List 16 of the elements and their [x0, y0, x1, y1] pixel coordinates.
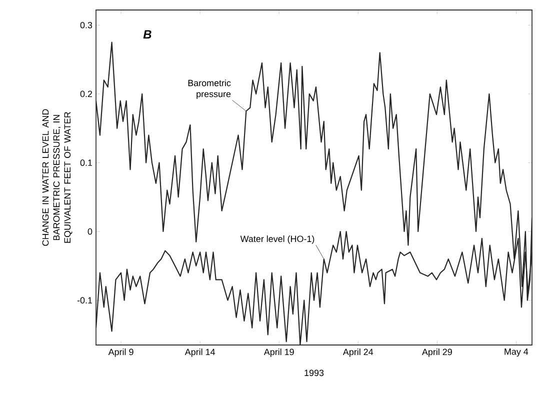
y-axis-title: CHANGE IN WATER LEVEL AND BAROMETRIC PRESSURE, IN EQUIVALENT FEET OF WATER [42, 109, 72, 246]
x-tick-label: May 4 [504, 348, 528, 357]
x-tick-label: April 9 [108, 348, 134, 357]
x-tick-label: April 14 [184, 348, 215, 357]
y-tick-label: 0 [88, 228, 92, 235]
y-tick-label: 0.1 [80, 160, 92, 166]
y-tick-label: 0.2 [80, 90, 92, 98]
x-axis-title: 1993 [304, 370, 324, 376]
annotation: Water level (HO-1) [240, 235, 314, 244]
annotation: Barometric pressure [188, 80, 231, 99]
y-tick-label: 0.3 [80, 22, 92, 28]
x-tick-label: April 19 [264, 348, 294, 357]
x-tick-label: April 24 [342, 348, 374, 357]
x-tick-label: April 29 [422, 348, 452, 357]
y-tick-label: -0.1 [77, 297, 92, 304]
annotation: B [143, 30, 152, 38]
